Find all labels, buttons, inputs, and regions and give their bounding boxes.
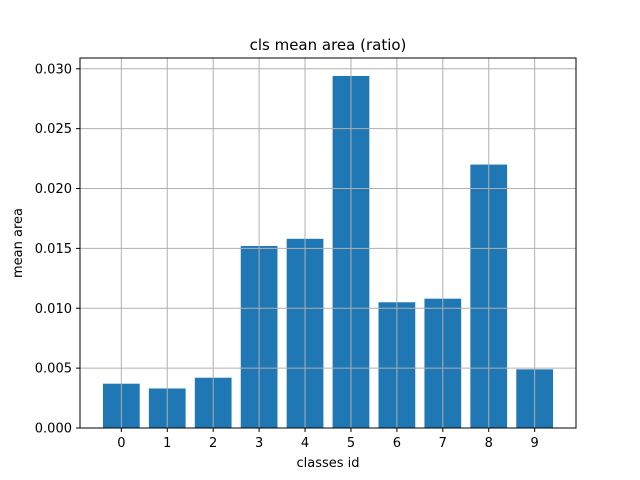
x-tick-label: 1	[163, 436, 171, 451]
x-tick-label: 8	[485, 436, 493, 451]
x-tick-label: 6	[393, 436, 401, 451]
y-tick-label: 0.030	[35, 62, 72, 77]
x-tick-label: 9	[531, 436, 539, 451]
x-tick-label: 4	[301, 436, 309, 451]
y-tick-label: 0.010	[35, 302, 72, 317]
y-tick-label: 0.015	[35, 242, 72, 257]
y-tick-label: 0.000	[35, 422, 72, 437]
chart-title: cls mean area (ratio)	[250, 36, 407, 54]
y-tick-label: 0.025	[35, 122, 72, 137]
x-tick-label: 0	[117, 436, 125, 451]
x-tick-label: 7	[439, 436, 447, 451]
x-tick-label: 3	[255, 436, 263, 451]
x-tick-label: 5	[347, 436, 355, 451]
ticks: 0.000 0.005 0.010 0.015 0.020 0.025 0.030 0 1 2 3 4…	[35, 62, 539, 451]
y-tick-label: 0.020	[35, 182, 72, 197]
y-axis-label: mean area	[11, 208, 26, 278]
x-axis-label: classes id	[296, 456, 359, 471]
plot-frame	[79, 57, 577, 429]
y-tick-label: 0.005	[35, 362, 72, 377]
x-tick-label: 2	[209, 436, 217, 451]
